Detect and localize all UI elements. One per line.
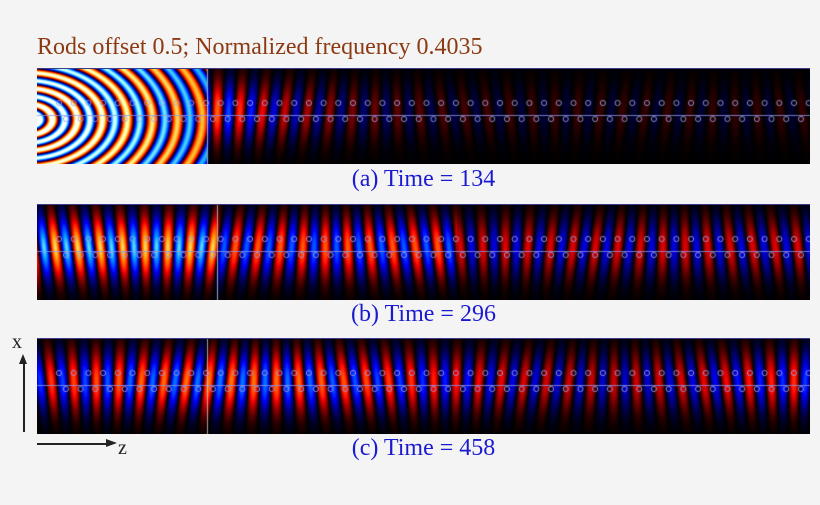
z-axis-label: z xyxy=(118,437,127,459)
field-panel-a xyxy=(37,68,810,164)
figure-title: Rods offset 0.5; Normalized frequency 0.… xyxy=(37,34,483,60)
caption-b: (b) Time = 296 xyxy=(351,301,496,327)
caption-c: (c) Time = 458 xyxy=(351,435,496,461)
caption-a: (a) Time = 134 xyxy=(351,166,496,192)
z-axis-arrow-icon xyxy=(37,440,117,446)
field-plot-c xyxy=(37,339,810,434)
field-panel-c xyxy=(37,338,810,434)
field-panel-b xyxy=(37,204,810,300)
field-plot-a xyxy=(37,69,810,164)
x-axis-label: x xyxy=(12,331,22,353)
field-plot-b xyxy=(37,205,810,300)
x-axis-arrow-icon xyxy=(20,354,26,432)
